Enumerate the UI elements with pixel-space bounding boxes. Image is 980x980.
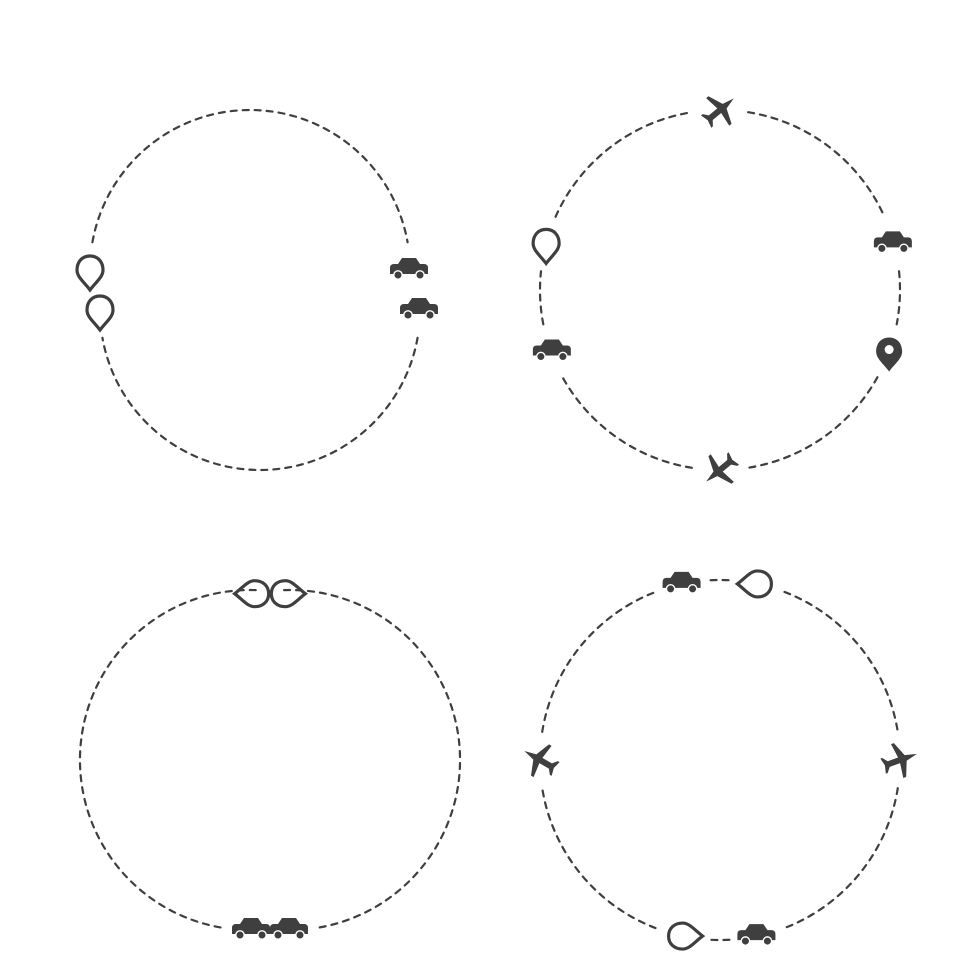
plane-icon [877,737,923,783]
pin-icon [77,256,103,290]
route-path [92,110,407,242]
route-path [748,112,884,217]
route-path [785,788,898,928]
plane-icon [515,735,564,784]
diagram-q2 [533,85,912,496]
pin-icon [235,581,269,607]
plane-icon [695,85,746,136]
route-path [542,788,655,928]
diagram-q3b [235,581,460,939]
pin-icon [876,338,902,372]
route-path [897,271,900,324]
route-path [563,377,692,468]
pin-icon [271,581,305,607]
car-icon [533,340,571,361]
route-path [748,377,877,468]
diagram-q1b [87,296,438,470]
route-path [102,338,417,470]
car-icon [874,231,912,252]
pin-icon [87,296,113,330]
car-icon [270,918,308,939]
pin-icon [533,229,559,263]
pin-icon [737,571,771,597]
route-path [785,592,898,732]
route-path [80,590,256,927]
pin-icon [669,923,703,949]
car-icon [737,924,775,945]
car-icon [232,918,270,939]
route-path [542,592,655,732]
plane-icon [695,445,746,496]
route-path [284,590,460,927]
diagram-q3a [80,581,305,939]
car-icon [400,298,438,319]
diagram-q4 [515,571,923,949]
diagram-q1a [77,110,428,290]
route-path [556,112,692,217]
car-icon [390,258,428,279]
route-diagrams [0,0,980,980]
car-icon [663,572,701,593]
route-path [540,271,543,324]
